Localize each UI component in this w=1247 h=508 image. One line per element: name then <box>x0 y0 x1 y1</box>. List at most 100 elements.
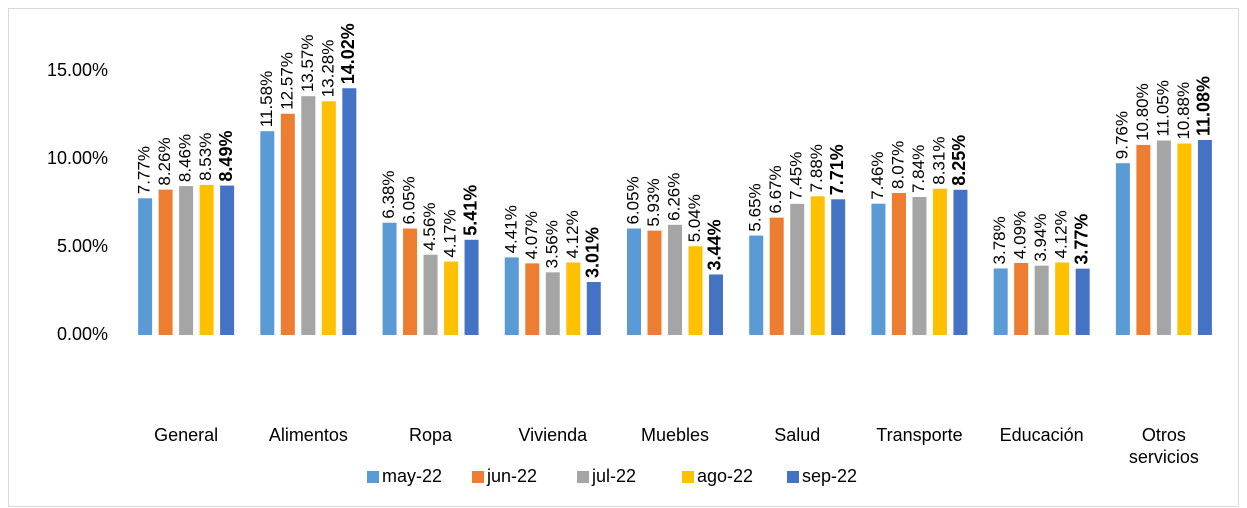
data-label: 6.05% <box>623 176 642 224</box>
data-label: 8.26% <box>155 137 174 185</box>
data-label: 7.84% <box>909 145 928 193</box>
bar <box>545 272 560 335</box>
data-label: 5.04% <box>685 194 704 242</box>
bar <box>810 196 825 335</box>
data-label: 8.07% <box>888 141 907 189</box>
data-label: 4.09% <box>1011 211 1030 259</box>
legend-swatch <box>682 471 694 483</box>
legend-swatch <box>787 471 799 483</box>
data-label: 12.57% <box>277 52 296 110</box>
bar <box>301 96 316 335</box>
data-label: 14.02% <box>338 23 358 84</box>
bar <box>1014 263 1029 335</box>
y-tick-label: 10.00% <box>47 148 108 168</box>
data-label: 13.28% <box>318 40 337 98</box>
data-label: 3.94% <box>1031 213 1050 261</box>
data-label: 4.07% <box>522 211 541 259</box>
data-label: 3.56% <box>542 220 561 268</box>
data-label: 3.01% <box>583 227 603 278</box>
data-label: 9.76% <box>1112 111 1131 159</box>
bar <box>464 239 479 335</box>
bar <box>647 230 662 335</box>
data-label: 3.44% <box>705 219 725 270</box>
bar <box>158 189 173 335</box>
x-tick-label: Vivienda <box>518 425 588 445</box>
y-tick-label: 5.00% <box>57 236 108 256</box>
bar <box>1075 268 1090 335</box>
data-label: 5.41% <box>460 185 480 236</box>
bar <box>1136 144 1151 335</box>
data-label: 10.80% <box>1133 83 1152 141</box>
bar <box>220 185 235 335</box>
data-label: 3.77% <box>1071 214 1091 265</box>
bar <box>504 257 519 335</box>
bar <box>1156 140 1171 335</box>
data-label: 7.77% <box>135 146 154 194</box>
x-tick-label: Otros servicios <box>1128 425 1199 467</box>
data-label: 8.25% <box>949 135 969 186</box>
bar <box>749 235 764 335</box>
data-label: 8.49% <box>216 131 236 182</box>
data-label: 4.17% <box>441 209 460 257</box>
bar <box>709 274 723 335</box>
data-label: 3.78% <box>990 216 1009 264</box>
bar <box>831 199 846 335</box>
bar <box>769 217 784 335</box>
bar <box>566 262 581 335</box>
bar <box>280 113 295 335</box>
data-label: 4.56% <box>420 203 439 251</box>
legend-label: sep-22 <box>802 466 857 486</box>
bar <box>138 198 153 335</box>
legend-swatch <box>577 471 589 483</box>
legend-label: jul-22 <box>591 466 636 486</box>
bar <box>199 184 214 335</box>
data-label: 6.05% <box>400 176 419 224</box>
x-tick-label: Ropa <box>409 425 453 445</box>
data-label: 13.57% <box>298 34 317 92</box>
bar <box>403 228 418 335</box>
bar <box>586 282 601 335</box>
chart-frame <box>8 8 1239 507</box>
data-label: 8.53% <box>196 133 215 181</box>
bar <box>668 224 682 335</box>
legend-swatch <box>472 471 484 483</box>
x-tick-label: Transporte <box>876 425 963 445</box>
bar <box>321 101 336 335</box>
data-label: 10.88% <box>1174 82 1193 140</box>
bar <box>382 222 397 335</box>
x-tick-label: General <box>154 425 219 445</box>
data-label: 4.12% <box>1052 210 1071 258</box>
bar <box>891 192 906 335</box>
data-label: 7.45% <box>787 152 806 200</box>
bar <box>525 263 540 335</box>
bar <box>1197 139 1212 335</box>
bar <box>1055 262 1070 335</box>
bar <box>627 228 641 335</box>
bar <box>790 203 805 335</box>
legend-label: ago-22 <box>697 466 753 486</box>
data-label: 8.46% <box>176 134 195 182</box>
y-tick-label: 0.00% <box>57 324 108 344</box>
data-label: 8.31% <box>929 137 948 185</box>
x-tick-label: Muebles <box>640 425 710 445</box>
bar <box>1177 143 1192 335</box>
data-label: 5.65% <box>746 183 765 231</box>
bar <box>688 246 703 335</box>
bar <box>444 261 459 335</box>
x-tick-label: Salud <box>774 425 821 445</box>
y-tick-label: 15.00% <box>47 60 108 80</box>
bar <box>932 188 947 335</box>
bar <box>871 203 886 335</box>
data-label: 7.88% <box>807 144 826 192</box>
data-label: 4.41% <box>501 205 520 253</box>
data-label: 4.12% <box>563 210 582 258</box>
legend-label: may-22 <box>382 466 442 486</box>
legend-swatch <box>367 471 379 483</box>
x-tick-label: Educación <box>999 425 1084 445</box>
data-label: 7.46% <box>868 152 887 200</box>
bar <box>260 131 275 335</box>
bar <box>993 268 1008 335</box>
data-label: 11.08% <box>1194 76 1214 136</box>
